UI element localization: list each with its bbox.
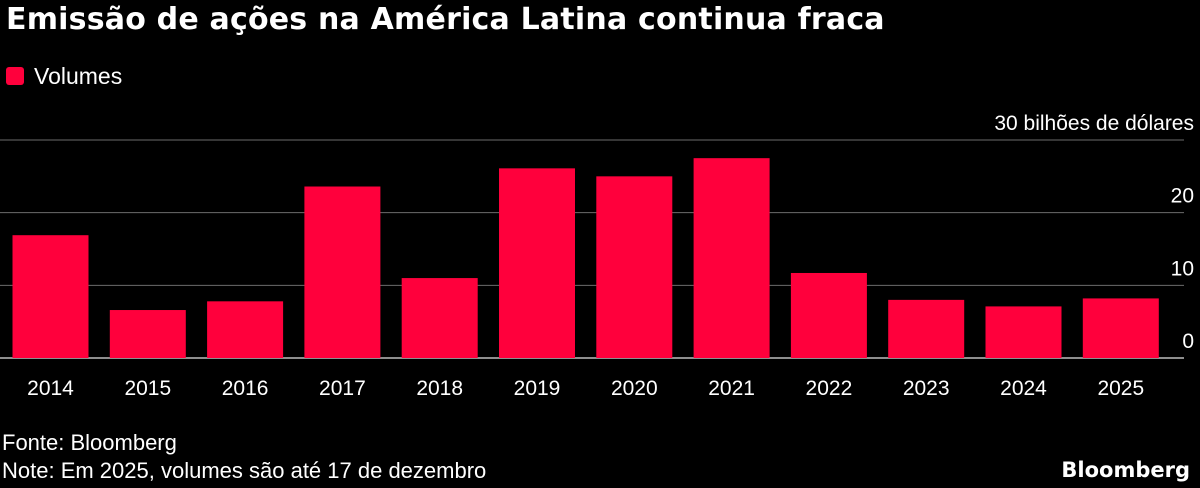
bar-2021 <box>693 158 770 358</box>
x-tick-label: 2023 <box>903 377 950 400</box>
y-tick-label: 20 <box>1171 185 1194 208</box>
x-tick-label: 2022 <box>806 377 853 400</box>
x-tick-label: 2020 <box>611 377 658 400</box>
bloomberg-logo: Bloomberg <box>1061 458 1190 482</box>
bar-2017 <box>304 186 381 358</box>
x-tick-label: 2021 <box>708 377 755 400</box>
bar-2022 <box>790 272 867 358</box>
y-tick-label: 0 <box>1182 330 1194 353</box>
x-tick-label: 2015 <box>124 377 171 400</box>
y-tick-label: 30 bilhões de dólares <box>994 112 1194 135</box>
bar-chart: 0 10 20 30 bilhões de dólares 2014 2015 2016 20… <box>0 112 1194 400</box>
bar-2018 <box>401 278 478 358</box>
bar-2025 <box>1082 298 1159 358</box>
legend-label: Volumes <box>34 62 123 89</box>
chart-title: Emissão de ações na América Latina conti… <box>6 2 885 37</box>
x-tick-label: 2014 <box>27 377 74 400</box>
legend-swatch <box>6 67 24 85</box>
note-text: Note: Em 2025, volumes são até 17 de dez… <box>2 458 487 483</box>
y-tick-label: 10 <box>1171 257 1194 280</box>
bar-2014 <box>12 235 89 358</box>
bar-2020 <box>596 176 673 358</box>
x-tick-label: 2016 <box>222 377 269 400</box>
bar-2023 <box>888 299 965 358</box>
legend: Volumes <box>6 60 122 92</box>
bar-2015 <box>109 310 186 358</box>
x-tick-label: 2018 <box>416 377 463 400</box>
bar-2024 <box>985 306 1062 358</box>
x-tick-label: 2024 <box>1000 377 1047 400</box>
x-tick-label: 2025 <box>1097 377 1144 400</box>
x-tick-label: 2017 <box>319 377 366 400</box>
bar-2019 <box>499 168 575 358</box>
bar-2016 <box>207 301 284 358</box>
source-text: Fonte: Bloomberg <box>2 430 177 455</box>
x-tick-label: 2019 <box>514 377 561 400</box>
